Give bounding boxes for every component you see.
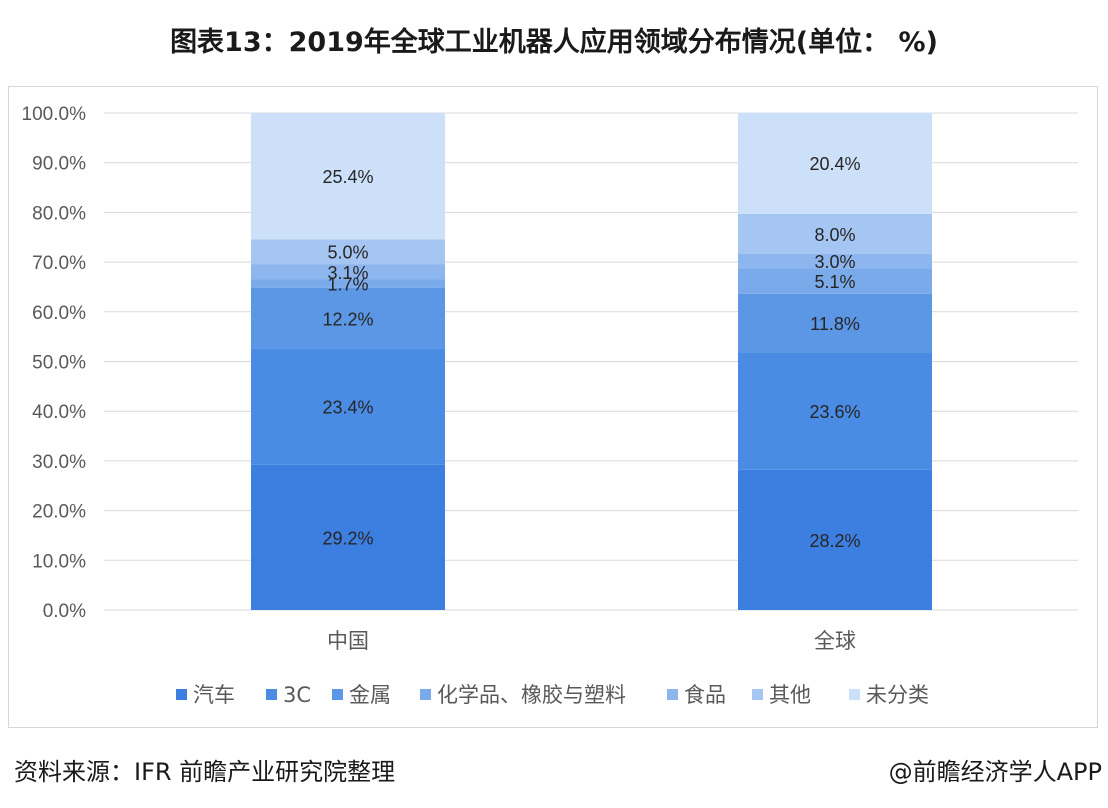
- legend-swatch: [752, 689, 763, 700]
- bar-segment: [738, 213, 932, 254]
- y-tick-label: 0.0%: [43, 601, 86, 622]
- source-note: 资料来源：IFR 前瞻产业研究院整理: [14, 752, 395, 787]
- data-label: 20.4%: [809, 154, 860, 174]
- data-label: 5.1%: [814, 272, 855, 292]
- data-label: 8.0%: [814, 225, 855, 245]
- source-label: 资料来源：: [14, 758, 134, 786]
- legend-swatch: [176, 689, 187, 700]
- y-tick-label: 60.0%: [32, 303, 86, 324]
- legend-label: 汽车: [193, 683, 235, 707]
- bar-segment: [738, 253, 932, 269]
- y-tick-label: 20.0%: [32, 502, 86, 523]
- chart-svg: 0.0% 10.0% 20.0% 30.0% 40.0% 50.0% 60.0% 70.0% 8…: [22, 104, 1078, 707]
- legend-swatch: [266, 689, 277, 700]
- legend-swatch: [849, 689, 860, 700]
- legend-label: 未分类: [866, 683, 929, 707]
- y-tick-label: 80.0%: [32, 203, 86, 224]
- data-label: 1.7%: [327, 275, 368, 295]
- data-label: 23.6%: [809, 402, 860, 422]
- data-label: 5.0%: [327, 243, 368, 263]
- bar-segment: [251, 279, 445, 288]
- y-tick-label: 30.0%: [32, 452, 86, 473]
- data-label: 28.2%: [809, 531, 860, 551]
- legend-swatch: [420, 689, 431, 700]
- legend-label: 3C: [283, 683, 311, 707]
- data-label: 29.2%: [322, 528, 373, 548]
- bar-segment: [251, 287, 445, 349]
- bar-segment: [738, 352, 932, 470]
- chart-title: 图表13：2019年全球工业机器人应用领域分布情况(单位： %): [170, 27, 938, 58]
- x-tick-label: 中国: [327, 629, 369, 653]
- bar-segment: [251, 464, 445, 610]
- y-tick-label: 50.0%: [32, 353, 86, 374]
- y-tick-label: 90.0%: [32, 154, 86, 175]
- x-tick-label: 全球: [814, 629, 856, 653]
- legend-label: 其他: [769, 683, 811, 707]
- legend-swatch: [667, 689, 678, 700]
- y-tick-label: 10.0%: [32, 551, 86, 572]
- legend-label: 化学品、橡胶与塑料: [437, 683, 626, 707]
- y-tick-label: 70.0%: [32, 253, 86, 274]
- bar-segment: [738, 469, 932, 610]
- credit-text: @前瞻经济学人APP: [888, 758, 1102, 786]
- data-label: 3.0%: [814, 252, 855, 272]
- source-text: IFR 前瞻产业研究院整理: [134, 758, 396, 786]
- bar-segment: [738, 293, 932, 353]
- bar-segment: [738, 268, 932, 294]
- bar-segment: [251, 113, 445, 240]
- data-label: 3.1%: [327, 263, 368, 283]
- data-label: 12.2%: [322, 309, 373, 329]
- bar-segment: [251, 239, 445, 265]
- bar-segment: [251, 348, 445, 465]
- y-tick-label: 40.0%: [32, 402, 86, 423]
- bar-segment: [738, 112, 932, 214]
- legend-label: 金属: [349, 683, 391, 707]
- y-tick-label: 100.0%: [22, 104, 87, 125]
- data-label: 23.4%: [322, 398, 373, 418]
- data-label: 11.8%: [810, 314, 860, 334]
- legend-swatch: [332, 689, 343, 700]
- data-label: 25.4%: [322, 167, 373, 187]
- legend-label: 食品: [684, 683, 726, 707]
- bar-segment: [251, 264, 445, 280]
